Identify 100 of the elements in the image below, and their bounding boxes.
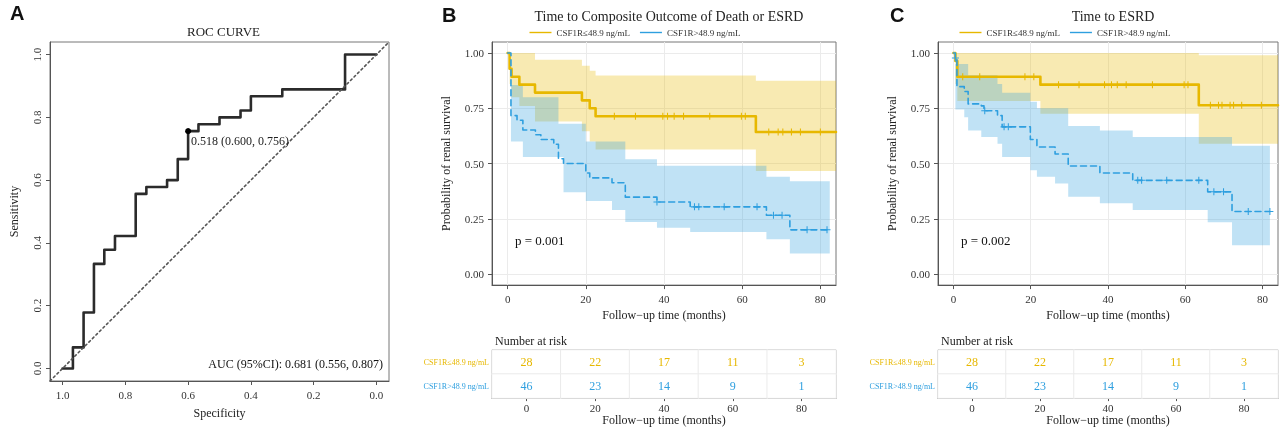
data-label: 46 <box>966 379 978 394</box>
chart-title: Time to Composite Outcome of Death or ESRD <box>534 8 804 24</box>
data-label: 1 <box>1241 379 1247 394</box>
x-tick-label: 80 <box>796 401 808 414</box>
data-label: 22 <box>589 355 602 370</box>
y-tick-label: 0.25 <box>910 212 931 225</box>
text: A <box>10 2 25 24</box>
point <box>778 211 786 219</box>
x-tick-label: 80 <box>814 292 827 305</box>
point <box>1210 188 1218 196</box>
chart-title: Time to ESRD <box>1071 8 1155 24</box>
data-label: 28 <box>520 355 533 370</box>
point <box>1220 188 1228 196</box>
x-axis-title: Follow−up time (months) <box>602 308 726 322</box>
point <box>720 203 728 211</box>
y-tick-label: 0.50 <box>910 157 931 170</box>
y-tick-label: 0.75 <box>910 102 931 115</box>
x-axis-title: Follow−up time (months) <box>1046 308 1170 322</box>
point <box>803 226 811 234</box>
data-label: 9 <box>729 379 736 394</box>
point <box>951 54 959 62</box>
legend-label: CSF1R>48.9 ng/mL <box>666 27 741 38</box>
chart-title: Number at risk <box>495 334 567 348</box>
x-tick-label: 80 <box>1257 292 1269 305</box>
data-label: 1 <box>798 379 805 394</box>
x-tick-label: 0.8 <box>118 388 133 401</box>
point <box>695 203 703 211</box>
y-tick-label: 0.0 <box>30 361 43 376</box>
annotation: p = 0.002 <box>961 233 1011 248</box>
y-tick-label: 1.00 <box>910 47 931 60</box>
chart-title: Number at risk <box>941 334 1013 348</box>
y-tick-label: 0.50 <box>464 157 485 170</box>
y-tick-label: CSF1R>48.9 ng/mL <box>423 381 490 391</box>
y-axis-title: Probability of renal survival <box>885 95 899 232</box>
x-tick-label: 1.0 <box>55 388 70 401</box>
point <box>1138 176 1146 184</box>
legend-label: CSF1R≤48.9 ng/mL <box>556 27 630 38</box>
y-tick-label: 0.6 <box>30 172 43 187</box>
y-tick-label: CSF1R≤48.9 ng/mL <box>869 357 936 367</box>
annotation: AUC (95%CI): 0.681 (0.556, 0.807) <box>208 357 384 371</box>
x-tick-label: 40 <box>658 401 670 414</box>
x-tick-label: 0 <box>950 292 957 305</box>
data-label: 11 <box>727 355 739 370</box>
x-axis-title: Specificity <box>193 406 246 420</box>
data-label: 3 <box>1241 355 1247 370</box>
point <box>1004 123 1012 131</box>
y-tick-label: 0.8 <box>30 109 43 125</box>
x-tick-label: 60 <box>1179 292 1192 305</box>
point <box>769 211 777 219</box>
data-label: 14 <box>658 379 670 394</box>
x-tick-label: 80 <box>1238 401 1250 414</box>
data-label: 46 <box>520 379 533 394</box>
x-tick-label: 20 <box>1034 401 1046 414</box>
point <box>753 203 761 211</box>
y-tick-label: CSF1R≤48.9 ng/mL <box>423 357 490 367</box>
y-axis-title: Probability of renal survival <box>439 95 453 232</box>
x-tick-label: 60 <box>727 401 739 414</box>
point <box>1244 208 1252 216</box>
x-tick-label: 0.0 <box>369 388 384 401</box>
x-tick-label: 0.2 <box>306 388 321 401</box>
legend-label: CSF1R>48.9 ng/mL <box>1096 27 1171 38</box>
data-label: 22 <box>1034 355 1046 370</box>
text: C <box>890 4 905 26</box>
point <box>823 226 831 234</box>
chart-title: ROC CURVE <box>187 24 261 39</box>
annotation: 0.518 (0.600, 0.756) <box>191 134 290 149</box>
legend-label: CSF1R≤48.9 ng/mL <box>986 27 1060 38</box>
y-tick-label: 0.25 <box>464 212 485 225</box>
data-label: 17 <box>658 355 670 370</box>
y-tick-label: 0.00 <box>910 268 931 281</box>
x-tick-label: 20 <box>580 292 592 305</box>
x-tick-label: 0.6 <box>181 388 196 401</box>
y-tick-label: 0.75 <box>464 102 485 115</box>
data-label: 9 <box>1173 379 1179 394</box>
point <box>653 198 661 206</box>
x-tick-label: 40 <box>1102 292 1114 305</box>
x-tick-label: 0 <box>504 292 511 305</box>
y-tick-label: 0.00 <box>464 268 485 281</box>
text: B <box>442 4 457 26</box>
y-axis-title: Sensitivity <box>7 185 21 238</box>
point <box>1195 176 1203 184</box>
data-label: 28 <box>966 355 978 370</box>
data-label: 23 <box>589 379 602 394</box>
x-axis-title: Follow−up time (months) <box>602 413 726 427</box>
x-tick-label: 40 <box>658 292 670 305</box>
x-tick-label: 0 <box>969 401 976 414</box>
x-tick-label: 20 <box>1025 292 1037 305</box>
annotation: p = 0.001 <box>515 233 565 248</box>
y-tick-label: 0.4 <box>30 235 43 250</box>
data-label: 17 <box>1102 355 1114 370</box>
x-tick-label: 0.4 <box>244 388 259 401</box>
x-tick-label: 60 <box>736 292 749 305</box>
data-label: 11 <box>1170 355 1182 370</box>
x-axis-title: Follow−up time (months) <box>1046 413 1170 427</box>
data-label: 23 <box>1034 379 1046 394</box>
x-tick-label: 60 <box>1170 401 1182 414</box>
x-tick-label: 20 <box>589 401 602 414</box>
y-tick-label: 1.00 <box>464 47 485 60</box>
y-tick-label: 1.0 <box>30 47 43 62</box>
point <box>1163 176 1171 184</box>
